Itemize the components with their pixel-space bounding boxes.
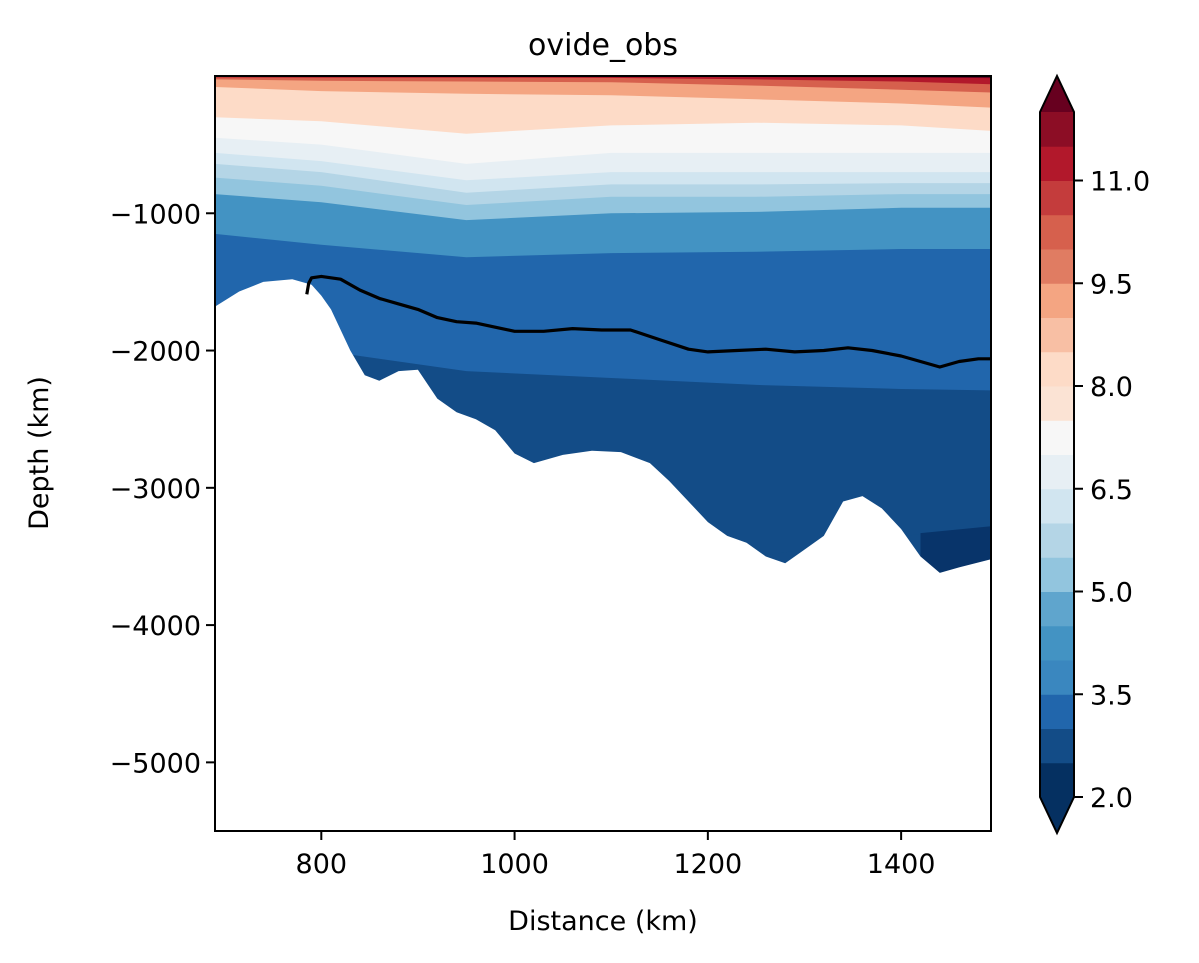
colorbar-segment	[1040, 523, 1074, 558]
colorbar-segment	[1040, 249, 1074, 284]
colorbar-segment	[1040, 557, 1074, 592]
colorbar-ticks: 2.0 3.5 5.0 6.5 8.0 9.5 11.0	[1074, 167, 1150, 814]
colorbar-segment	[1040, 762, 1074, 798]
colorbar-tick-label: 8.0	[1090, 372, 1133, 403]
colorbar-segment	[1040, 591, 1074, 627]
x-tick-label: 800	[296, 849, 348, 880]
colorbar-segment	[1040, 283, 1074, 318]
colorbar-segment	[1040, 660, 1074, 695]
isoline	[305, 274, 991, 369]
plot-frame	[214, 75, 992, 832]
colorbar-tick-label: 2.0	[1090, 783, 1133, 814]
colorbar-segment	[1040, 728, 1074, 764]
y-tick-label: −1000	[110, 199, 201, 230]
colorbar-segment	[1040, 625, 1074, 661]
bathymetry-mask	[215, 279, 991, 831]
colorbar	[1039, 73, 1075, 836]
colorbar-tick-label: 3.5	[1090, 680, 1133, 711]
colorbar-extend-min	[1040, 797, 1074, 833]
colorbar-segment	[1040, 180, 1074, 216]
colorbar-segment	[1040, 214, 1074, 250]
colorbar-tick-label: 6.5	[1090, 475, 1133, 506]
colorbar-segment	[1040, 146, 1074, 181]
colorbar-tick-label: 5.0	[1090, 578, 1133, 609]
field-band	[215, 76, 991, 85]
x-axis-ticks: 800 1000 1200 1400	[296, 831, 936, 880]
colorbar-segment	[1040, 694, 1074, 729]
y-tick-label: −4000	[110, 611, 201, 642]
y-axis-label: Depth (km)	[24, 376, 55, 530]
x-tick-label: 1400	[867, 849, 936, 880]
field-band	[215, 76, 991, 93]
colorbar-segment	[1040, 386, 1074, 421]
x-axis-label: Distance (km)	[508, 906, 698, 937]
colorbar-tick-label: 9.5	[1090, 269, 1133, 300]
y-tick-label: −3000	[110, 474, 201, 505]
y-tick-label: −5000	[110, 748, 201, 779]
colorbar-segment	[1040, 351, 1074, 387]
y-tick-label: −2000	[110, 337, 201, 368]
colorbar-segment	[1040, 420, 1074, 455]
colorbar-tick-label: 11.0	[1090, 167, 1150, 198]
x-tick-label: 1000	[480, 849, 549, 880]
y-axis-ticks: −1000 −2000 −3000 −4000 −5000	[110, 199, 215, 779]
field-band-deep	[920, 526, 991, 573]
colorbar-segment	[1040, 488, 1074, 524]
colorbar-segment	[1040, 317, 1074, 353]
chart-title: ovide_obs	[528, 28, 678, 63]
colorbar-segment	[1040, 112, 1074, 147]
colorbar-segment	[1040, 454, 1074, 490]
plot-area	[215, 76, 991, 831]
x-tick-label: 1200	[673, 849, 742, 880]
colorbar-extend-max	[1040, 76, 1074, 112]
